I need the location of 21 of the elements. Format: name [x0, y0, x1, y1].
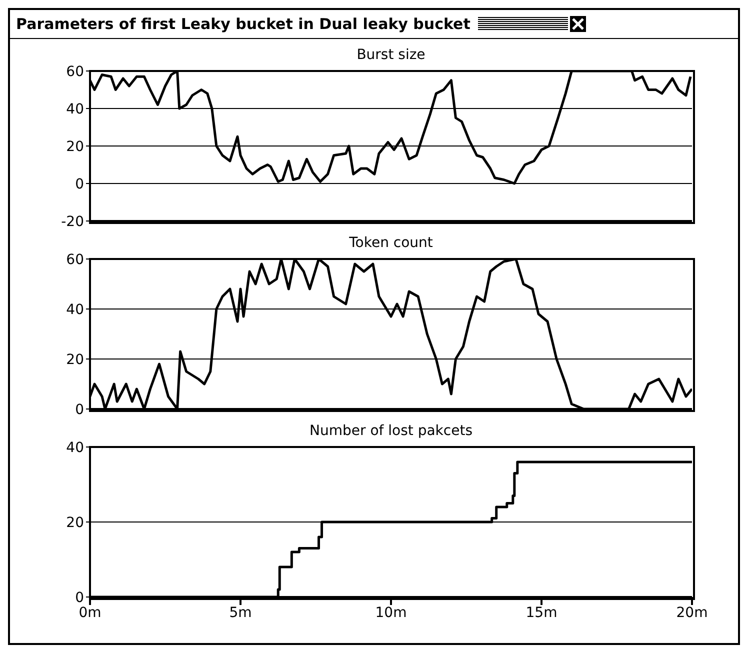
y-tick-label: 60: [66, 64, 84, 80]
chart-subtitle: Burst size: [356, 47, 426, 65]
x-tick-label: 10m: [375, 604, 407, 621]
y-tick-label: 20: [66, 514, 84, 531]
y-tick-label: 0: [75, 590, 84, 606]
y-tick-label: 0: [75, 176, 84, 192]
y-tick-label: 40: [66, 101, 84, 118]
chart-title: Number of lost pakcets: [308, 423, 474, 441]
y-tick-label: 60: [66, 252, 84, 268]
x-tick-label: 0m: [78, 604, 102, 621]
chart-title: Parameters of first Leaky bucket in Dual leaky bucket: [16, 15, 470, 33]
y-tick-label: 40: [66, 440, 84, 456]
y-tick-label: 20: [66, 352, 84, 368]
y-tick-label: 0: [75, 402, 84, 418]
y-tick-label: 20: [66, 138, 84, 155]
x-tick-label: 5m: [229, 604, 252, 621]
y-tick-label: -20: [61, 214, 84, 230]
x-tick-label: 15m: [526, 604, 558, 621]
chart-title: Token count: [348, 235, 434, 253]
x-tick-label: 20m: [676, 604, 708, 621]
y-tick-label: 40: [66, 302, 84, 318]
